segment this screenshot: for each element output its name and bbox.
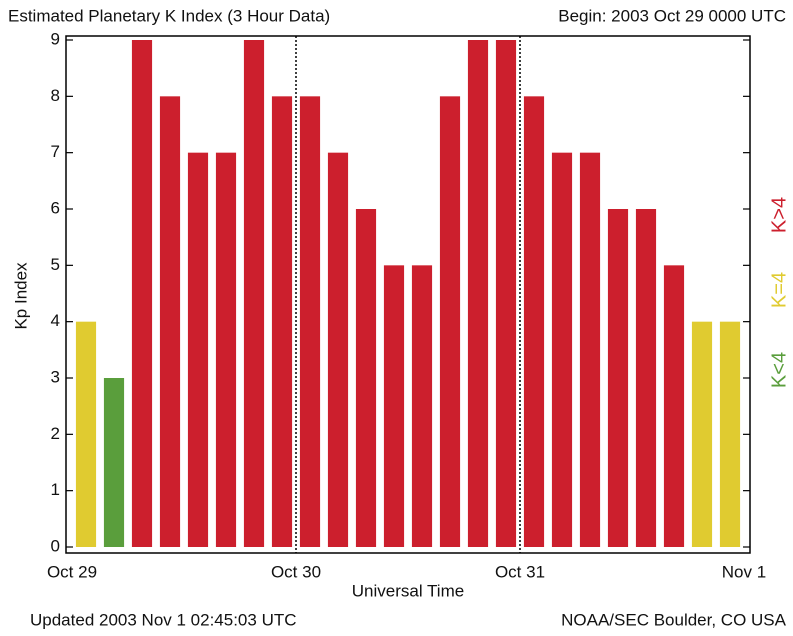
bar (215, 152, 237, 547)
y-tick-label: 6 (51, 198, 60, 217)
y-tick-label: 0 (51, 536, 60, 555)
bar (495, 40, 517, 547)
x-tick-label: Oct 30 (271, 562, 321, 581)
bar (355, 209, 377, 547)
bar (551, 152, 573, 547)
y-tick-label: 2 (51, 424, 60, 443)
x-tick-label: Oct 31 (495, 562, 545, 581)
y-tick-label: 8 (51, 86, 60, 105)
y-tick-label: 5 (51, 255, 60, 274)
footer-right: NOAA/SEC Boulder, CO USA (561, 610, 787, 629)
y-tick-label: 1 (51, 480, 60, 499)
legend-label: K<4 (768, 352, 790, 388)
y-tick-label: 3 (51, 367, 60, 386)
bar (383, 265, 405, 547)
footer-left: Updated 2003 Nov 1 02:45:03 UTC (30, 610, 297, 629)
bar (75, 321, 97, 547)
bar (635, 209, 657, 547)
x-axis-label: Universal Time (352, 581, 464, 600)
chart-title: Estimated Planetary K Index (3 Hour Data… (8, 6, 330, 25)
y-axis-label: Kp Index (11, 262, 30, 330)
y-tick-label: 7 (51, 142, 60, 161)
bar (579, 152, 601, 547)
bar (719, 321, 741, 547)
bar (103, 378, 125, 547)
bar (411, 265, 433, 547)
bar (243, 40, 265, 547)
bar (523, 96, 545, 547)
plot-frame (65, 35, 751, 554)
y-tick-label: 9 (51, 29, 60, 48)
bar (327, 152, 349, 547)
bar (607, 209, 629, 547)
bar (271, 96, 293, 547)
legend-label: K=4 (768, 272, 790, 308)
bar (299, 96, 321, 547)
legend-label: K>4 (768, 197, 790, 233)
bar (159, 96, 181, 547)
bar (187, 152, 209, 547)
y-tick-label: 4 (51, 311, 60, 330)
x-tick-label: Oct 29 (47, 562, 97, 581)
chart-subtitle: Begin: 2003 Oct 29 0000 UTC (558, 6, 786, 25)
x-tick-label: Nov 1 (722, 562, 766, 581)
bar (691, 321, 713, 547)
bar (131, 40, 153, 547)
bar (439, 96, 461, 547)
bar (467, 40, 489, 547)
bar (663, 265, 685, 547)
